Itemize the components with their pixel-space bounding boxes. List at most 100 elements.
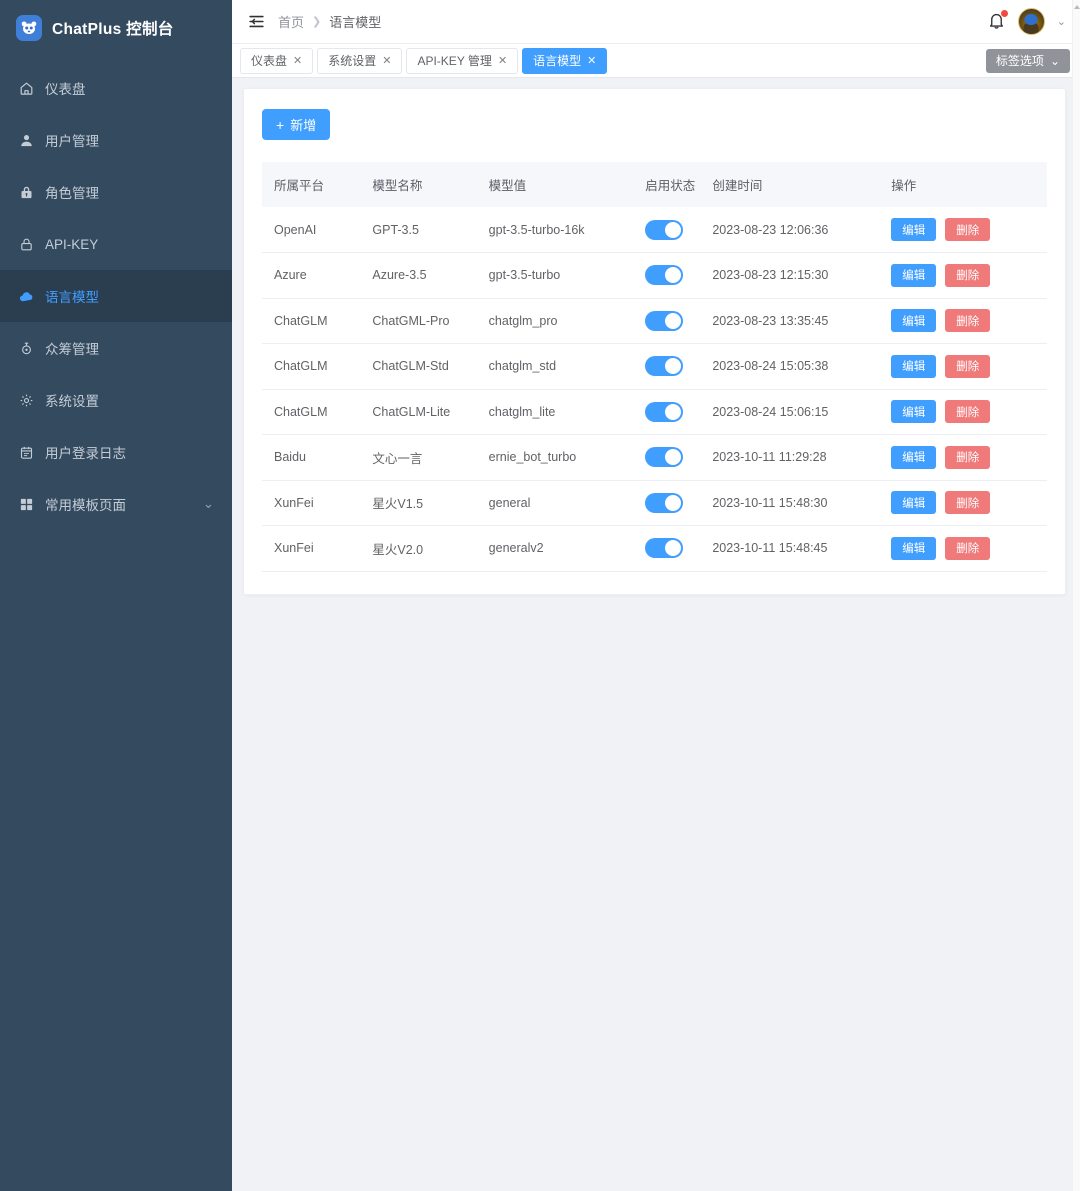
sidebar-item-apikey[interactable]: API-KEY — [0, 218, 232, 270]
sidebar-item-label: 语言模型 — [45, 290, 99, 305]
sidebar-item-label: 仪表盘 — [45, 82, 86, 97]
table-body: OpenAI GPT-3.5 gpt-3.5-turbo-16k 2023-08-23… — [262, 207, 1047, 572]
sidebar-item-templates[interactable]: 常用模板页面 ⌄ — [0, 478, 232, 530]
chevron-down-icon: ⌄ — [202, 496, 214, 511]
sidebar-logo[interactable]: ChatPlus 控制台 — [0, 0, 232, 56]
table-row: Baidu 文心一言 ernie_bot_turbo 2023-10-11 11:29… — [262, 434, 1047, 481]
close-icon[interactable]: ✕ — [497, 55, 508, 67]
enable-toggle[interactable] — [645, 219, 684, 240]
sidebar-item-label: 众筹管理 — [45, 342, 99, 357]
sidebar-nav: 仪表盘 用户管理 — [0, 62, 232, 530]
tabs-list: 仪表盘 ✕ 系统设置 ✕ API-KEY 管理 ✕ 语言模型 ✕ — [236, 44, 608, 77]
topbar-actions: ⌄ — [987, 8, 1066, 35]
cell-created-at: 2023-10-11 15:48:45 — [700, 525, 880, 572]
enable-toggle[interactable] — [645, 492, 684, 513]
plus-icon: + — [276, 116, 285, 133]
scroll-up-arrow-icon[interactable] — [1074, 5, 1080, 9]
avatar-body — [1023, 22, 1039, 34]
sidebar-item-users[interactable]: 用户管理 — [0, 114, 232, 166]
tab-options-button[interactable]: 标签选项 ⌄ — [985, 48, 1070, 73]
cell-model-name: Azure-3.5 — [360, 252, 477, 299]
edit-button[interactable]: 编辑 — [891, 491, 937, 515]
tabs-bar: 仪表盘 ✕ 系统设置 ✕ API-KEY 管理 ✕ 语言模型 ✕ 标签选项 — [232, 44, 1080, 78]
notification-badge-dot — [1000, 10, 1008, 17]
delete-button[interactable]: 删除 — [945, 218, 991, 241]
sidebar-item-label: 常用模板页面 — [45, 498, 126, 513]
edit-button[interactable]: 编辑 — [891, 354, 937, 378]
cell-model-name: ChatGLM-Std — [360, 343, 477, 390]
notification-bell-icon[interactable] — [987, 10, 1008, 32]
hamburger-fold-icon[interactable] — [248, 13, 265, 30]
enable-toggle[interactable] — [645, 401, 684, 422]
gear-icon — [18, 392, 34, 408]
cell-model-value: gpt-3.5-turbo — [476, 252, 634, 299]
cell-enabled — [633, 252, 701, 299]
sidebar-item-dashboard[interactable]: 仪表盘 — [0, 62, 232, 114]
toggle-knob — [665, 494, 682, 511]
column-header-enabled[interactable]: 启用状态 — [633, 162, 701, 207]
cell-created-at: 2023-08-23 12:15:30 — [700, 252, 880, 299]
cell-model-value: generalv2 — [476, 525, 634, 572]
toggle-knob — [665, 358, 682, 375]
user-icon — [18, 132, 34, 148]
cloud-icon — [18, 288, 34, 304]
cell-platform: ChatGLM — [262, 389, 361, 435]
delete-button[interactable]: 删除 — [945, 491, 991, 515]
sidebar-item-login-logs[interactable]: 用户登录日志 — [0, 426, 232, 478]
delete-button[interactable]: 删除 — [945, 309, 991, 333]
delete-button[interactable]: 删除 — [945, 354, 991, 378]
user-avatar[interactable] — [1017, 8, 1045, 35]
cell-model-value: gpt-3.5-turbo-16k — [476, 207, 634, 253]
sidebar-item-label: 系统设置 — [45, 394, 99, 409]
close-icon[interactable]: ✕ — [293, 55, 303, 67]
add-button[interactable]: + 新增 — [262, 109, 331, 140]
toggle-knob — [665, 221, 682, 238]
breadcrumb-item-home[interactable]: 首页 — [278, 15, 305, 30]
page-scrollbar[interactable] — [1072, 0, 1080, 1191]
sidebar-item-system-settings[interactable]: 系统设置 — [0, 374, 232, 426]
enable-toggle[interactable] — [645, 310, 684, 331]
cell-platform: XunFei — [262, 525, 361, 572]
medal-icon — [18, 340, 34, 356]
edit-button[interactable]: 编辑 — [891, 218, 937, 241]
cell-created-at: 2023-08-24 15:05:38 — [700, 343, 880, 390]
edit-button[interactable]: 编辑 — [891, 309, 937, 333]
column-header-platform[interactable]: 所属平台 — [262, 162, 361, 207]
cell-operations: 编辑 删除 — [879, 434, 1047, 481]
column-header-model-value[interactable]: 模型值 — [476, 162, 634, 207]
sidebar-item-label: 用户登录日志 — [45, 446, 126, 461]
table-row: Azure Azure-3.5 gpt-3.5-turbo 2023-08-23 12… — [262, 252, 1047, 299]
enable-toggle[interactable] — [645, 265, 684, 286]
cell-operations: 编辑 删除 — [879, 298, 1047, 344]
edit-button[interactable]: 编辑 — [891, 263, 937, 287]
tab-apikey-management[interactable]: API-KEY 管理 ✕ — [406, 47, 519, 74]
language-model-table: 所属平台 模型名称 模型值 启用状态 创建时间 操作 OpenAI GPT-3.5… — [262, 162, 1047, 572]
delete-button[interactable]: 删除 — [945, 536, 991, 560]
column-header-model-name[interactable]: 模型名称 — [360, 162, 477, 207]
cell-operations: 编辑 删除 — [879, 207, 1047, 253]
sidebar-item-roles[interactable]: 角色管理 — [0, 166, 232, 218]
delete-button[interactable]: 删除 — [945, 400, 991, 424]
cell-enabled — [633, 389, 701, 435]
enable-toggle[interactable] — [645, 447, 684, 468]
edit-button[interactable]: 编辑 — [891, 536, 937, 560]
toggle-knob — [665, 312, 682, 329]
avatar-head — [1024, 13, 1038, 25]
edit-button[interactable]: 编辑 — [891, 445, 937, 469]
column-header-created-at[interactable]: 创建时间 — [700, 162, 880, 207]
delete-button[interactable]: 删除 — [945, 445, 991, 469]
close-icon[interactable]: ✕ — [587, 55, 597, 67]
tab-dashboard[interactable]: 仪表盘 ✕ — [240, 47, 314, 74]
delete-button[interactable]: 删除 — [945, 263, 991, 287]
sidebar-item-language-model[interactable]: 语言模型 — [0, 270, 232, 322]
enable-toggle[interactable] — [645, 538, 684, 559]
table-header-row: 所属平台 模型名称 模型值 启用状态 创建时间 操作 — [262, 162, 1047, 207]
close-icon[interactable]: ✕ — [382, 55, 392, 67]
sidebar-item-crowdfunding[interactable]: 众筹管理 — [0, 322, 232, 374]
edit-button[interactable]: 编辑 — [891, 400, 937, 424]
enable-toggle[interactable] — [645, 356, 684, 377]
chevron-down-icon[interactable]: ⌄ — [1056, 16, 1066, 28]
tab-language-model[interactable]: 语言模型 ✕ — [522, 47, 608, 74]
tab-system-settings[interactable]: 系统设置 ✕ — [317, 47, 403, 74]
